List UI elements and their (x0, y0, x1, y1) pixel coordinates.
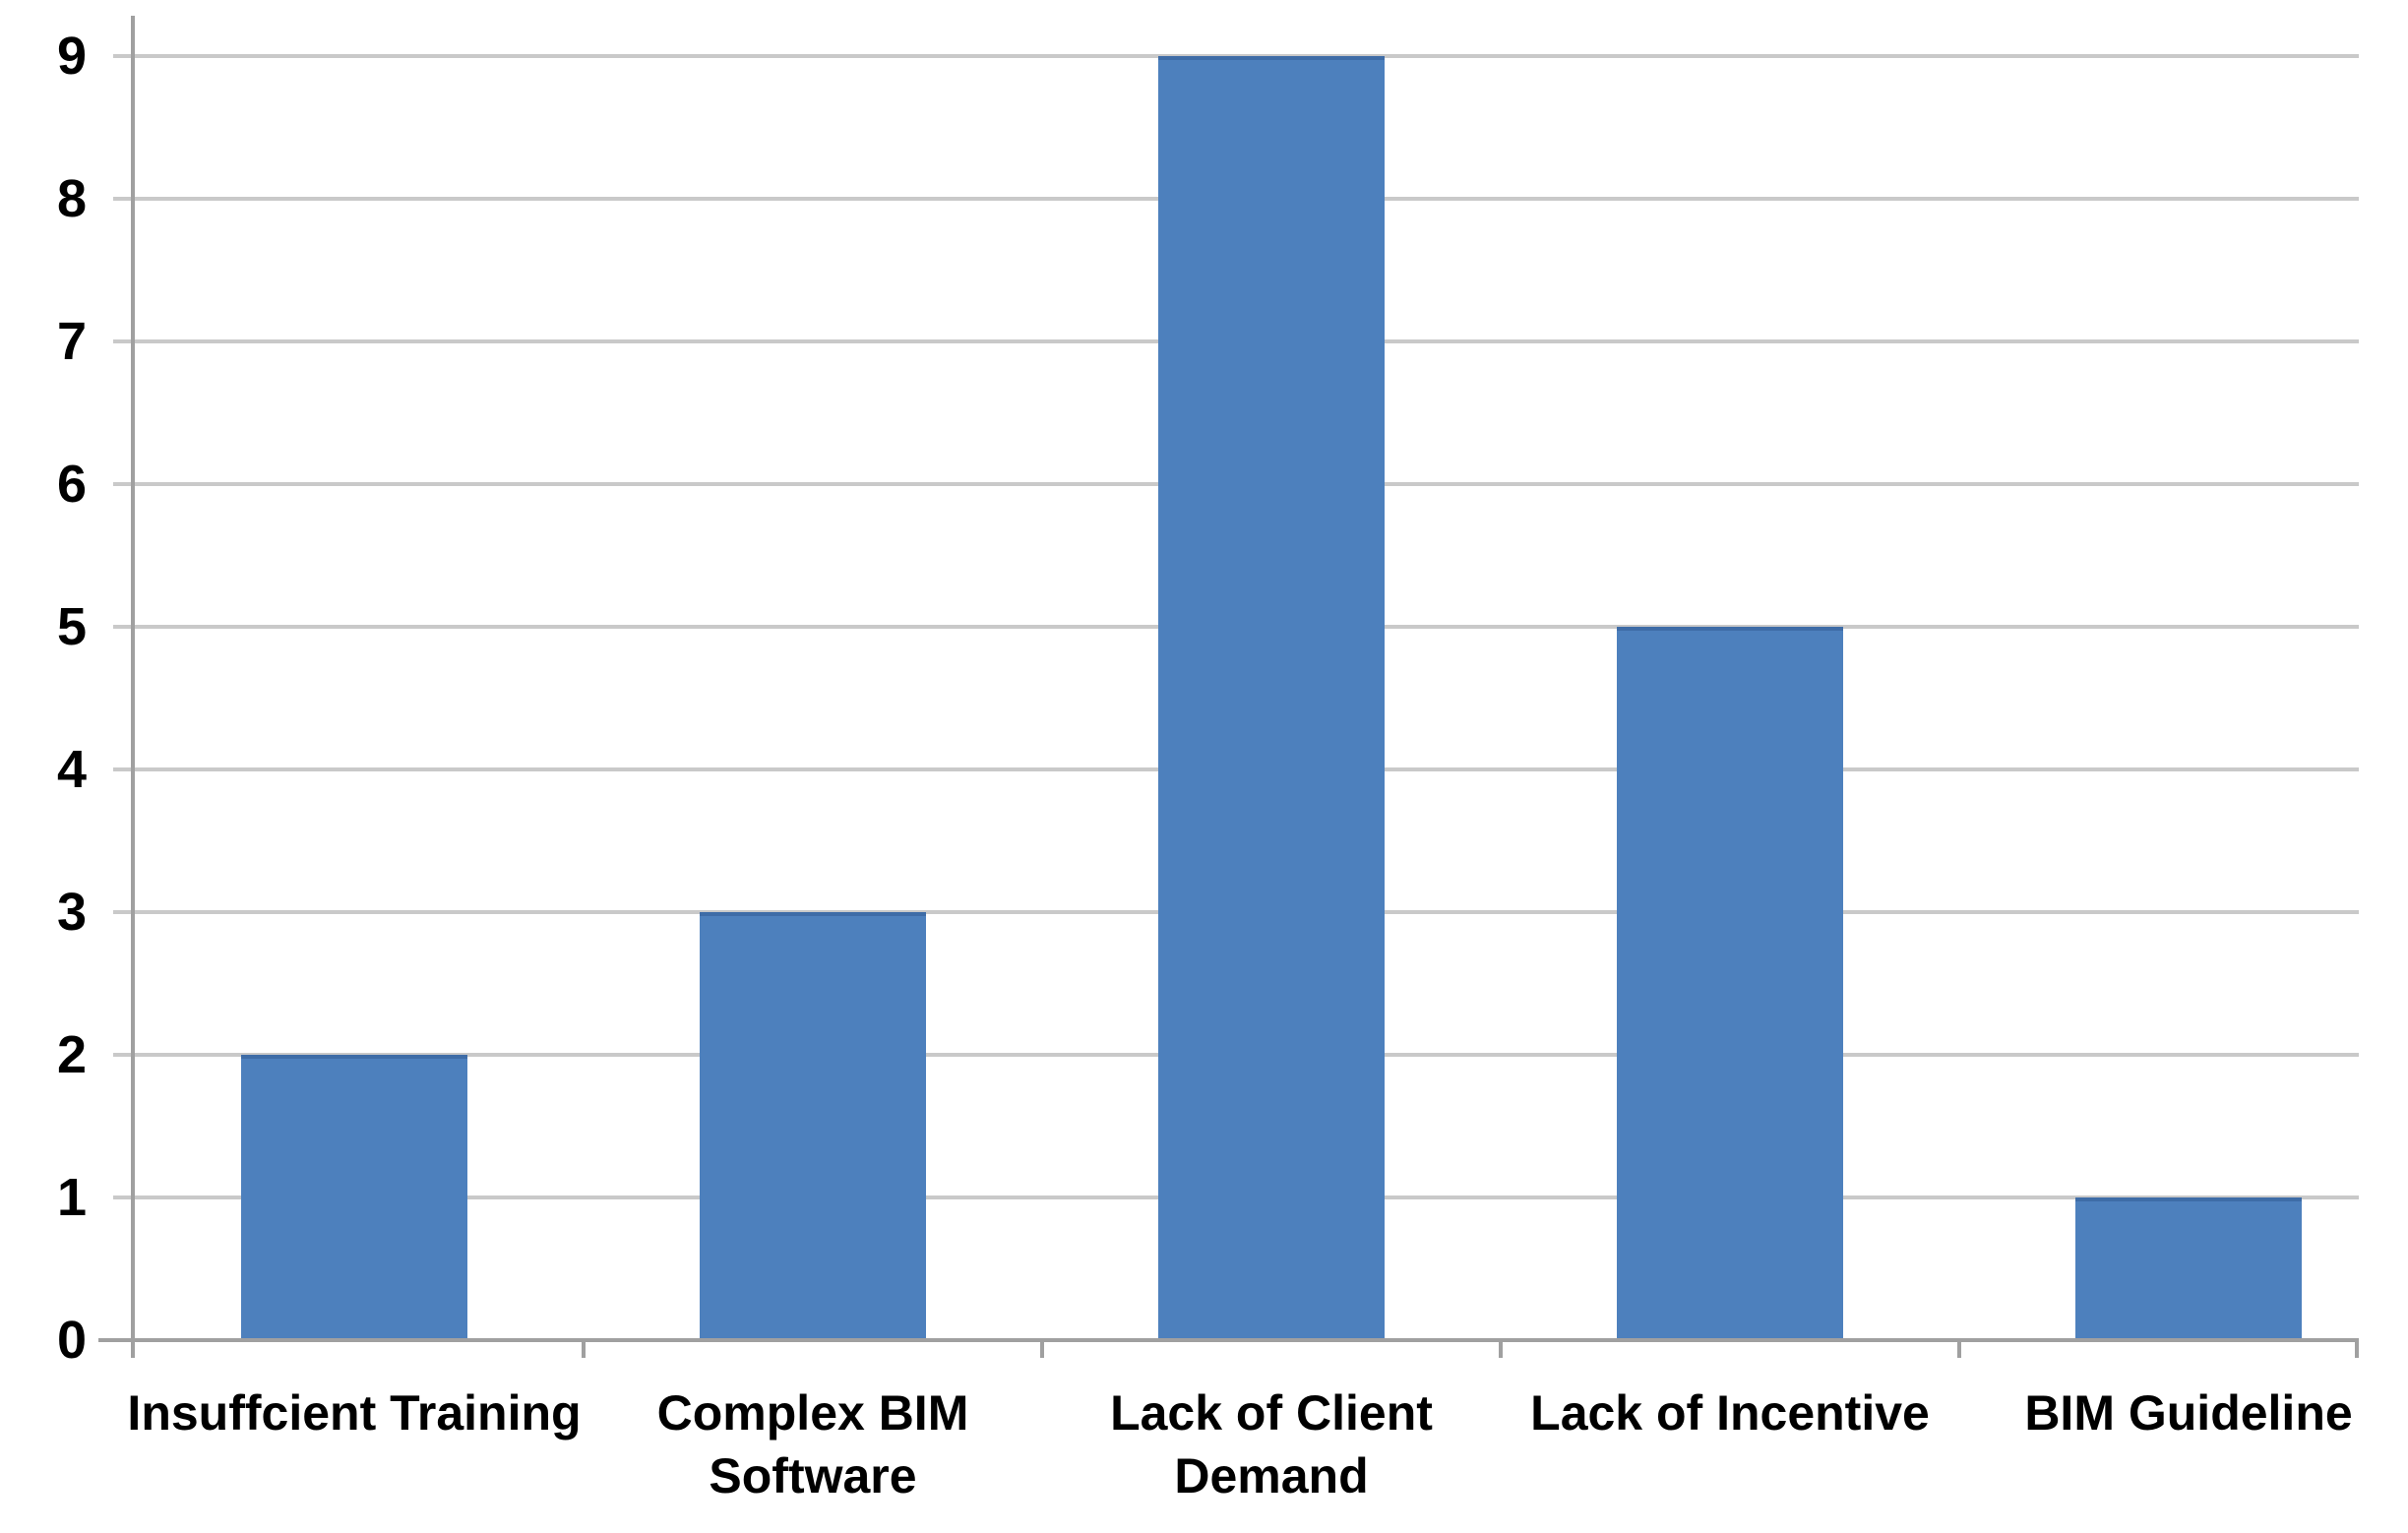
bar-lack-of-incentive (1617, 627, 1843, 1340)
y-tick-label-1: 1 (56, 1168, 87, 1227)
x-category-label-line: Demand (1174, 1448, 1369, 1503)
x-category-label-insuffcient-training: Insuffcient Training (127, 1381, 581, 1444)
x-category-label-lack-of-client-demand: Lack of Client Demand (1110, 1381, 1433, 1507)
x-axis-line (98, 1338, 2359, 1342)
y-tick-label-7: 7 (56, 312, 87, 371)
x-axis-tick (582, 1342, 586, 1358)
y-tick-label-5: 5 (56, 597, 87, 656)
y-axis-line (131, 16, 135, 1358)
x-category-label-line: Software (709, 1448, 917, 1503)
y-tick-label-8: 8 (56, 169, 87, 228)
x-category-label-complex-bim-software: Complex BIM Software (657, 1381, 969, 1507)
x-axis-tick (1040, 1342, 1044, 1358)
x-category-label-lack-of-incentive: Lack of Incentive (1530, 1381, 1930, 1444)
x-category-label-line: Lack of Client (1110, 1385, 1433, 1441)
bar-insuffcient-training (241, 1055, 467, 1340)
bar-complex-bim-software (700, 912, 926, 1340)
y-tick-label-3: 3 (56, 883, 87, 942)
y-tick-label-0: 0 (56, 1311, 87, 1370)
x-category-label-line: Insuffcient Training (127, 1385, 582, 1441)
x-category-label-bim-guideline: BIM Guideline (2024, 1381, 2352, 1444)
y-tick-label-4: 4 (56, 740, 87, 799)
bar-lack-of-client-demand (1158, 56, 1385, 1340)
x-axis-tick (2355, 1342, 2359, 1358)
x-category-label-line: Complex BIM (656, 1385, 969, 1441)
x-category-label-line: BIM Guideline (2024, 1385, 2353, 1441)
bar-bim-guideline (2075, 1197, 2302, 1340)
x-axis-tick (1957, 1342, 1961, 1358)
x-category-label-line: Lack of Incentive (1530, 1385, 1930, 1441)
y-tick-label-2: 2 (56, 1025, 87, 1084)
y-tick-label-6: 6 (56, 455, 87, 514)
x-axis-tick (1499, 1342, 1503, 1358)
y-tick-label-9: 9 (56, 27, 87, 86)
